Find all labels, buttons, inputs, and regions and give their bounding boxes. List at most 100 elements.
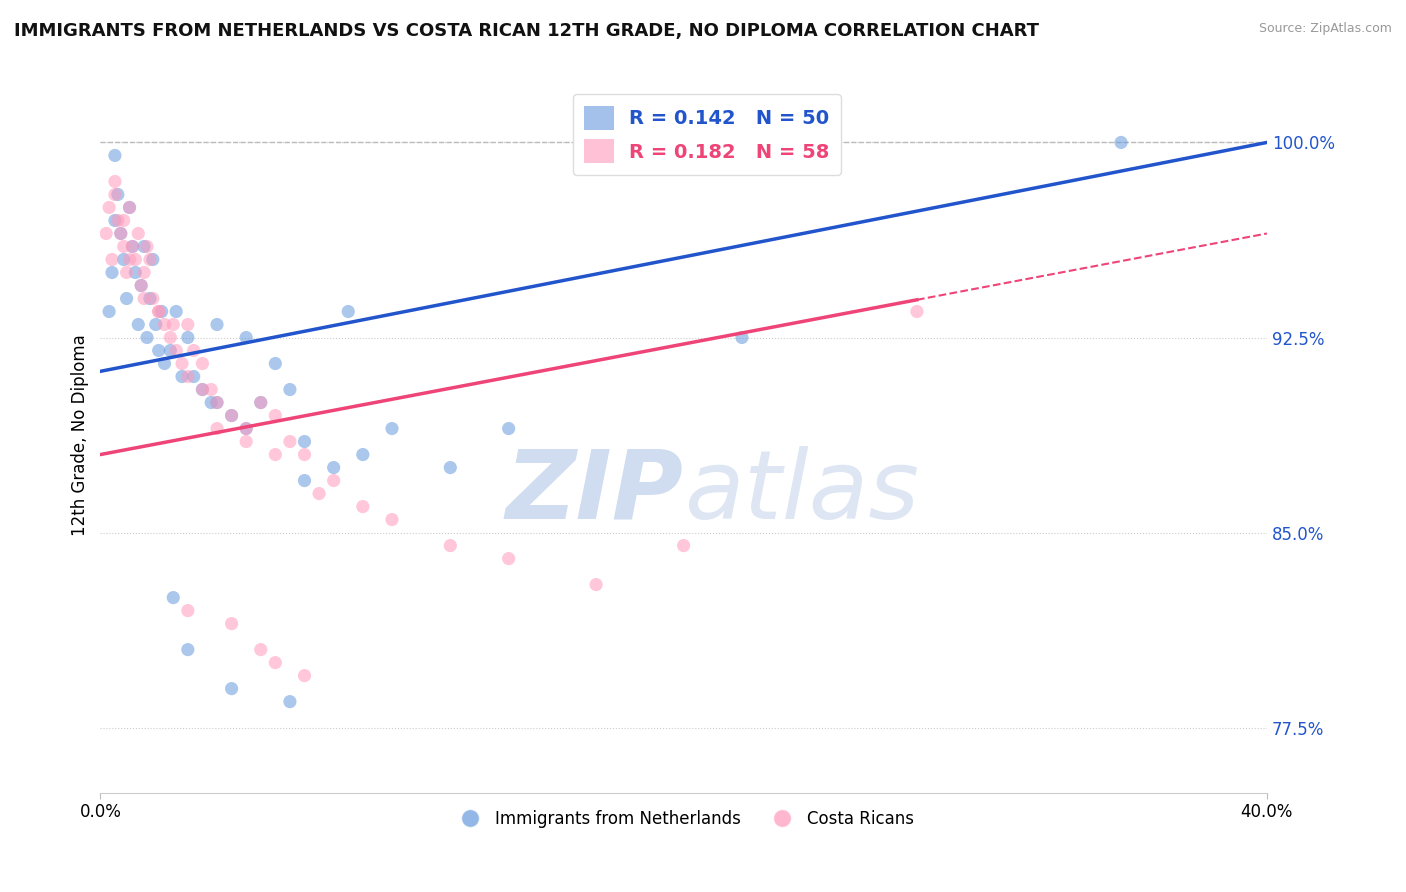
Text: IMMIGRANTS FROM NETHERLANDS VS COSTA RICAN 12TH GRADE, NO DIPLOMA CORRELATION CH: IMMIGRANTS FROM NETHERLANDS VS COSTA RIC… <box>14 22 1039 40</box>
Point <box>101 252 124 267</box>
Point <box>731 330 754 344</box>
Text: ZIP: ZIP <box>506 446 683 539</box>
Point <box>249 395 271 409</box>
Point <box>118 252 141 267</box>
Point <box>136 239 159 253</box>
Legend: Immigrants from Netherlands, Costa Ricans: Immigrants from Netherlands, Costa Rican… <box>446 803 921 834</box>
Point <box>249 642 271 657</box>
Point <box>104 213 127 227</box>
Point <box>101 265 124 279</box>
Point <box>127 227 149 241</box>
Point <box>121 239 143 253</box>
Point <box>96 227 118 241</box>
Point <box>439 460 461 475</box>
Point <box>165 343 187 358</box>
Point <box>159 330 181 344</box>
Point <box>112 239 135 253</box>
Point <box>104 174 127 188</box>
Point <box>110 227 132 241</box>
Point <box>165 304 187 318</box>
Point <box>98 304 121 318</box>
Point <box>132 239 155 253</box>
Point <box>107 187 129 202</box>
Point <box>905 304 928 318</box>
Point <box>278 383 301 397</box>
Point <box>294 474 316 488</box>
Point <box>170 369 193 384</box>
Point <box>498 551 520 566</box>
Point <box>294 434 316 449</box>
Text: Source: ZipAtlas.com: Source: ZipAtlas.com <box>1258 22 1392 36</box>
Point <box>142 292 165 306</box>
Point <box>139 292 162 306</box>
Point <box>264 357 287 371</box>
Point <box>115 292 138 306</box>
Point <box>110 227 132 241</box>
Point <box>278 695 301 709</box>
Point <box>337 304 360 318</box>
Point <box>142 252 165 267</box>
Point <box>118 201 141 215</box>
Point <box>221 409 243 423</box>
Text: atlas: atlas <box>683 446 918 539</box>
Point <box>121 239 143 253</box>
Point <box>235 330 257 344</box>
Point <box>221 681 243 696</box>
Point <box>145 318 167 332</box>
Point <box>352 448 374 462</box>
Point <box>104 148 127 162</box>
Point <box>205 395 228 409</box>
Point <box>191 383 214 397</box>
Point <box>585 577 607 591</box>
Point <box>183 369 205 384</box>
Point <box>235 434 257 449</box>
Point <box>249 395 271 409</box>
Point <box>294 668 316 682</box>
Point <box>381 512 404 526</box>
Point <box>672 539 695 553</box>
Point <box>221 616 243 631</box>
Point <box>200 383 222 397</box>
Point <box>191 357 214 371</box>
Point <box>159 343 181 358</box>
Point <box>381 421 404 435</box>
Point <box>136 330 159 344</box>
Point <box>177 369 200 384</box>
Point <box>308 486 330 500</box>
Point <box>205 421 228 435</box>
Point <box>150 304 173 318</box>
Point <box>132 265 155 279</box>
Point <box>205 395 228 409</box>
Point <box>107 213 129 227</box>
Point <box>278 434 301 449</box>
Point <box>264 448 287 462</box>
Point <box>104 187 127 202</box>
Point <box>498 421 520 435</box>
Point <box>153 318 176 332</box>
Point <box>191 383 214 397</box>
Point <box>162 318 184 332</box>
Point <box>115 265 138 279</box>
Point <box>118 201 141 215</box>
Point <box>153 357 176 371</box>
Y-axis label: 12th Grade, No Diploma: 12th Grade, No Diploma <box>72 334 89 536</box>
Point <box>264 409 287 423</box>
Point <box>129 278 152 293</box>
Point <box>132 292 155 306</box>
Point <box>205 318 228 332</box>
Point <box>221 409 243 423</box>
Point <box>264 656 287 670</box>
Point <box>235 421 257 435</box>
Point <box>183 343 205 358</box>
Point <box>1109 136 1132 150</box>
Point <box>127 318 149 332</box>
Point <box>177 330 200 344</box>
Point <box>112 213 135 227</box>
Point <box>177 642 200 657</box>
Point <box>322 460 344 475</box>
Point <box>112 252 135 267</box>
Point <box>170 357 193 371</box>
Point <box>352 500 374 514</box>
Point <box>124 265 146 279</box>
Point <box>439 539 461 553</box>
